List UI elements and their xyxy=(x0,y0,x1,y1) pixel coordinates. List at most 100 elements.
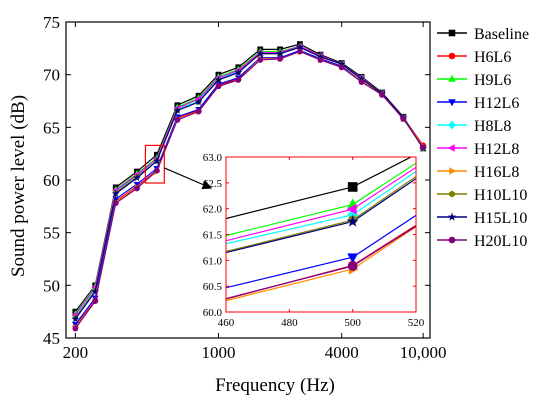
inset-x-tick-label: 480 xyxy=(281,317,298,329)
data-point xyxy=(215,83,222,90)
legend-label: H12L6 xyxy=(474,95,519,112)
y-tick-label: 65 xyxy=(43,118,60,137)
data-point xyxy=(379,91,385,98)
legend-item-h16l8: H16L8 xyxy=(437,164,519,181)
legend-label: H20L10 xyxy=(474,233,527,250)
zoom-box xyxy=(144,144,165,184)
series-line xyxy=(74,43,424,313)
data-point xyxy=(174,117,181,123)
y-tick-label: 60 xyxy=(43,171,60,190)
legend-marker xyxy=(449,190,455,198)
legend-marker xyxy=(448,120,456,130)
legend-item-h20l10: H20L10 xyxy=(437,233,527,250)
legend-item-h10l10: H10L10 xyxy=(437,187,527,204)
legend-label: H12L8 xyxy=(474,141,519,158)
inset-y-tick-label: 61.5 xyxy=(203,230,223,242)
y-tick-label: 75 xyxy=(43,13,60,32)
inset-y-tick-label: 61.0 xyxy=(203,255,223,267)
data-point xyxy=(257,57,264,63)
data-point xyxy=(358,79,365,85)
y-tick-label: 50 xyxy=(43,276,60,295)
inset-x-tick-label: 500 xyxy=(344,317,361,329)
zoom-arrow xyxy=(164,167,213,190)
x-axis-title: Frequency (Hz) xyxy=(215,375,335,396)
data-point xyxy=(71,314,80,323)
inset-y-tick-label: 62.0 xyxy=(203,204,223,216)
legend-label: H16L8 xyxy=(474,164,519,181)
data-point xyxy=(400,116,407,122)
data-point xyxy=(92,298,99,305)
main-plot: 45 50 55 60 65 70 75 200 1000 4000 10,000 xyxy=(43,13,447,362)
data-point xyxy=(214,75,223,84)
legend-marker xyxy=(447,144,455,152)
legend-item-baseline: Baseline xyxy=(437,26,529,43)
data-point xyxy=(134,185,140,192)
data-point xyxy=(256,49,265,57)
data-point xyxy=(297,48,303,55)
data-point xyxy=(317,57,324,63)
legend-marker xyxy=(449,167,457,175)
legend-marker xyxy=(448,74,456,82)
series-line xyxy=(74,46,424,320)
legend-item-h12l8: H12L8 xyxy=(437,141,519,158)
x-tick-label: 200 xyxy=(63,343,89,362)
zoom-indicator xyxy=(144,144,213,190)
series-line xyxy=(74,50,424,329)
data-point xyxy=(173,106,182,114)
legend-item-h8l8: H8L8 xyxy=(437,118,511,135)
data-point xyxy=(72,325,79,332)
inset-background xyxy=(226,157,416,312)
inset-y-tick-label: 60.5 xyxy=(203,281,223,293)
x-tick-label: 10,000 xyxy=(400,343,447,362)
data-point xyxy=(295,43,304,51)
legend-marker xyxy=(448,29,456,37)
legend-marker xyxy=(448,99,456,107)
legend-item-h12l6: H12L6 xyxy=(437,95,519,112)
data-point xyxy=(276,49,284,57)
legend-marker xyxy=(448,52,456,60)
inset-point-h15l10 xyxy=(346,215,359,227)
inset-plot: 60.0 60.5 61.0 61.5 62.0 62.5 63.0 460 480 500 520 xyxy=(203,152,425,329)
legend-marker xyxy=(448,236,456,244)
legend-label: H6L6 xyxy=(474,49,511,66)
data-point xyxy=(194,97,203,106)
y-tick-label: 45 xyxy=(43,329,60,348)
data-point xyxy=(234,68,243,76)
legend-label: H15L10 xyxy=(474,210,527,227)
y-tick-label: 55 xyxy=(43,224,60,243)
inset-point-h20l10 xyxy=(347,261,358,271)
inset-x-tick-label: 460 xyxy=(218,317,235,329)
data-point xyxy=(420,144,427,151)
inset-x-tick-label: 520 xyxy=(408,317,425,329)
data-point xyxy=(277,55,283,62)
data-point xyxy=(235,77,242,83)
inset-point-h12l6 xyxy=(347,253,359,264)
legend-item-h9l6: H9L6 xyxy=(437,72,511,89)
series-line xyxy=(74,45,424,316)
legend: Baseline H6L6 H9L6 H12L6 H8L8 H12L8 H16L8 H10L1… xyxy=(437,26,529,250)
inset-point-h12l8 xyxy=(346,203,357,215)
legend-label: H10L10 xyxy=(474,187,527,204)
x-tick-label: 1000 xyxy=(201,343,235,362)
inset-y-tick-label: 60.0 xyxy=(203,307,223,319)
legend-item-h6l6: H6L6 xyxy=(437,49,511,66)
legend-label: Baseline xyxy=(474,26,529,43)
legend-item-h15l10: H15L10 xyxy=(437,210,527,227)
data-point xyxy=(153,167,160,174)
inset-point-baseline xyxy=(347,182,358,192)
series-h20l10 xyxy=(72,48,427,332)
data-point xyxy=(338,64,345,71)
data-point xyxy=(133,173,141,182)
data-point xyxy=(152,156,161,165)
inset-y-tick-label: 63.0 xyxy=(203,152,223,164)
y-axis-title: Sound power level (dB) xyxy=(8,95,29,277)
data-point xyxy=(111,189,120,198)
x-tick-label: 4000 xyxy=(325,343,359,362)
y-tick-label: 70 xyxy=(43,66,60,85)
data-point xyxy=(112,200,119,207)
legend-label: H8L8 xyxy=(474,118,511,135)
legend-label: H9L6 xyxy=(474,72,511,89)
inset-y-tick-label: 62.5 xyxy=(203,178,223,190)
legend-marker xyxy=(447,212,457,221)
